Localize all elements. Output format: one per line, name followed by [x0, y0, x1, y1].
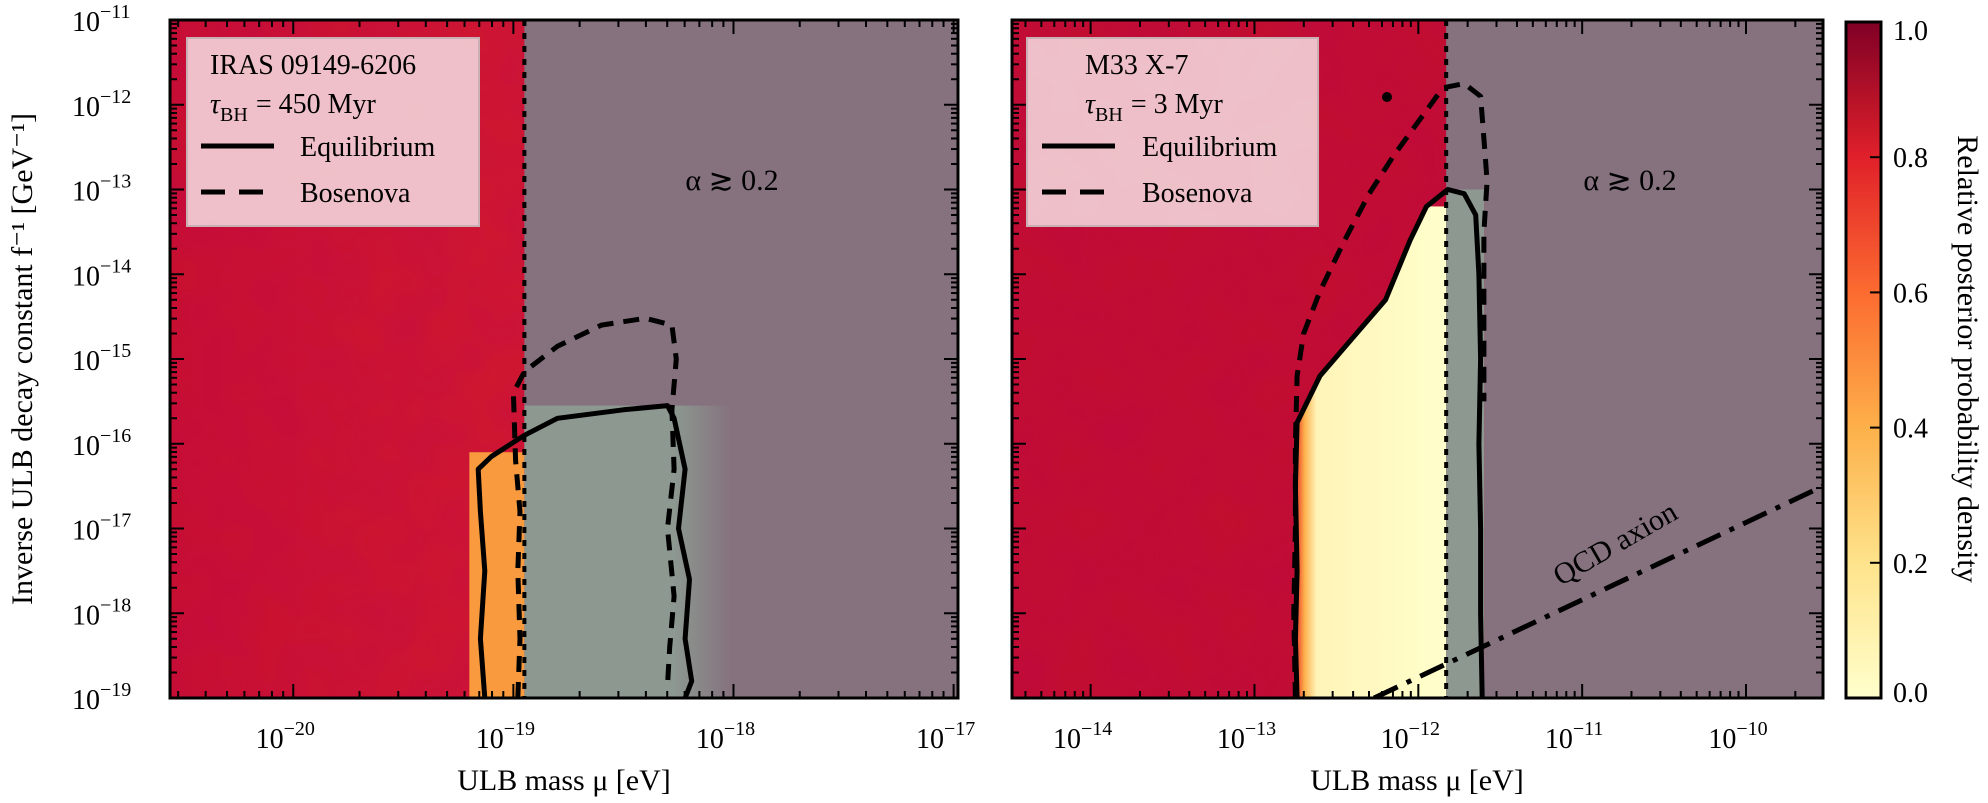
bosenova-contour: [510, 315, 679, 698]
left-legend: IRAS 09149-6206 τBH = 450 Myr Equilibrium…: [186, 37, 480, 227]
y-tick-label: 10−12: [72, 86, 131, 123]
legend-equilibrium-label: Equilibrium: [1142, 132, 1278, 163]
y-tick-label: 10−17: [72, 510, 131, 547]
alpha-annotation: α ≳ 0.2: [1583, 164, 1676, 197]
y-tick-label: 10−16: [72, 425, 131, 462]
x-tick-label: 10−17: [916, 718, 975, 755]
y-tick-label: 10−13: [72, 171, 131, 208]
y-tick-label: 10−14: [72, 255, 131, 292]
colorbar-tick-label: 0.6: [1893, 278, 1928, 309]
y-tick-labels: 10−11 10−12 10−13 10−14 10−15 10−16 10−17 10−18…: [72, 1, 131, 716]
x-tick-label: 10−18: [696, 718, 755, 755]
y-tick-label: 10−18: [72, 594, 131, 631]
legend-tau: τBH = 450 Myr: [210, 89, 377, 126]
y-tick-label: 10−11: [72, 1, 131, 38]
legend-source-name: IRAS 09149-6206: [210, 50, 416, 81]
colorbar-tick-label: 1.0: [1893, 16, 1928, 47]
low-density-region: [1295, 206, 1447, 698]
colorbar-tick-label: 0.8: [1893, 143, 1928, 174]
equilibrium-contour: [475, 403, 695, 698]
x-tick-label: 10−13: [1217, 718, 1276, 755]
x-tick-label: 10−10: [1708, 718, 1767, 755]
qcd-axion-line: [1373, 483, 1823, 698]
alpha-excluded-region: [1446, 20, 1823, 698]
legend-source-name: M33 X-7: [1085, 50, 1188, 81]
x-tick-label: 10−19: [476, 718, 535, 755]
colorbar-ticks: 0.0 0.2 0.4 0.6 0.8 1.0: [1870, 16, 1928, 709]
right-legend: M33 X-7 τBH = 3 Myr Equilibrium Bosenova: [1026, 37, 1319, 227]
left-axes-frame: [168, 18, 960, 700]
y-axis-label: Inverse ULB decay constant f⁻¹ [GeV⁻¹]: [6, 113, 39, 605]
colorbar-label: Relative posterior probability density: [1951, 135, 1984, 582]
right-x-axis-label: ULB mass μ [eV]: [1310, 764, 1524, 797]
colorbar-tick-label: 0.0: [1893, 678, 1928, 709]
colorbar-tick-label: 0.4: [1893, 414, 1928, 445]
contour-island-dot: [1382, 92, 1392, 102]
legend-equilibrium-label: Equilibrium: [300, 132, 436, 163]
colorbar-tick-label: 0.2: [1893, 549, 1928, 580]
left-x-tick-labels: 10−20 10−19 10−18 10−17: [256, 718, 976, 755]
y-tick-label: 10−15: [72, 340, 131, 377]
x-tick-label: 10−12: [1381, 718, 1440, 755]
right-axes-frame: [1010, 18, 1825, 700]
x-tick-label: 10−14: [1053, 718, 1112, 755]
right-x-tick-labels: 10−14 10−13 10−12 10−11 10−10: [1053, 718, 1768, 755]
legend-bosenova-label: Bosenova: [1142, 178, 1253, 209]
legend-bosenova-label: Bosenova: [300, 178, 411, 209]
colorbar-gradient: [1844, 20, 1883, 700]
y-tick-label: 10−19: [72, 679, 131, 716]
alpha-annotation: α ≳ 0.2: [685, 164, 778, 197]
low-alpha-overlap-region: [524, 405, 732, 698]
x-tick-label: 10−11: [1545, 718, 1604, 755]
colorbar: 0.0 0.2 0.4 0.6 0.8 1.0 Relative posterior pr…: [1844, 16, 1984, 709]
right-panel: M33 X-7 τBH = 3 Myr Equilibrium Bosenova …: [1010, 18, 1825, 797]
legend-tau: τBH = 3 Myr: [1085, 89, 1224, 126]
left-panel: IRAS 09149-6206 τBH = 450 Myr Equilibrium…: [6, 1, 975, 797]
x-tick-label: 10−20: [256, 718, 315, 755]
left-x-axis-label: ULB mass μ [eV]: [457, 764, 671, 797]
